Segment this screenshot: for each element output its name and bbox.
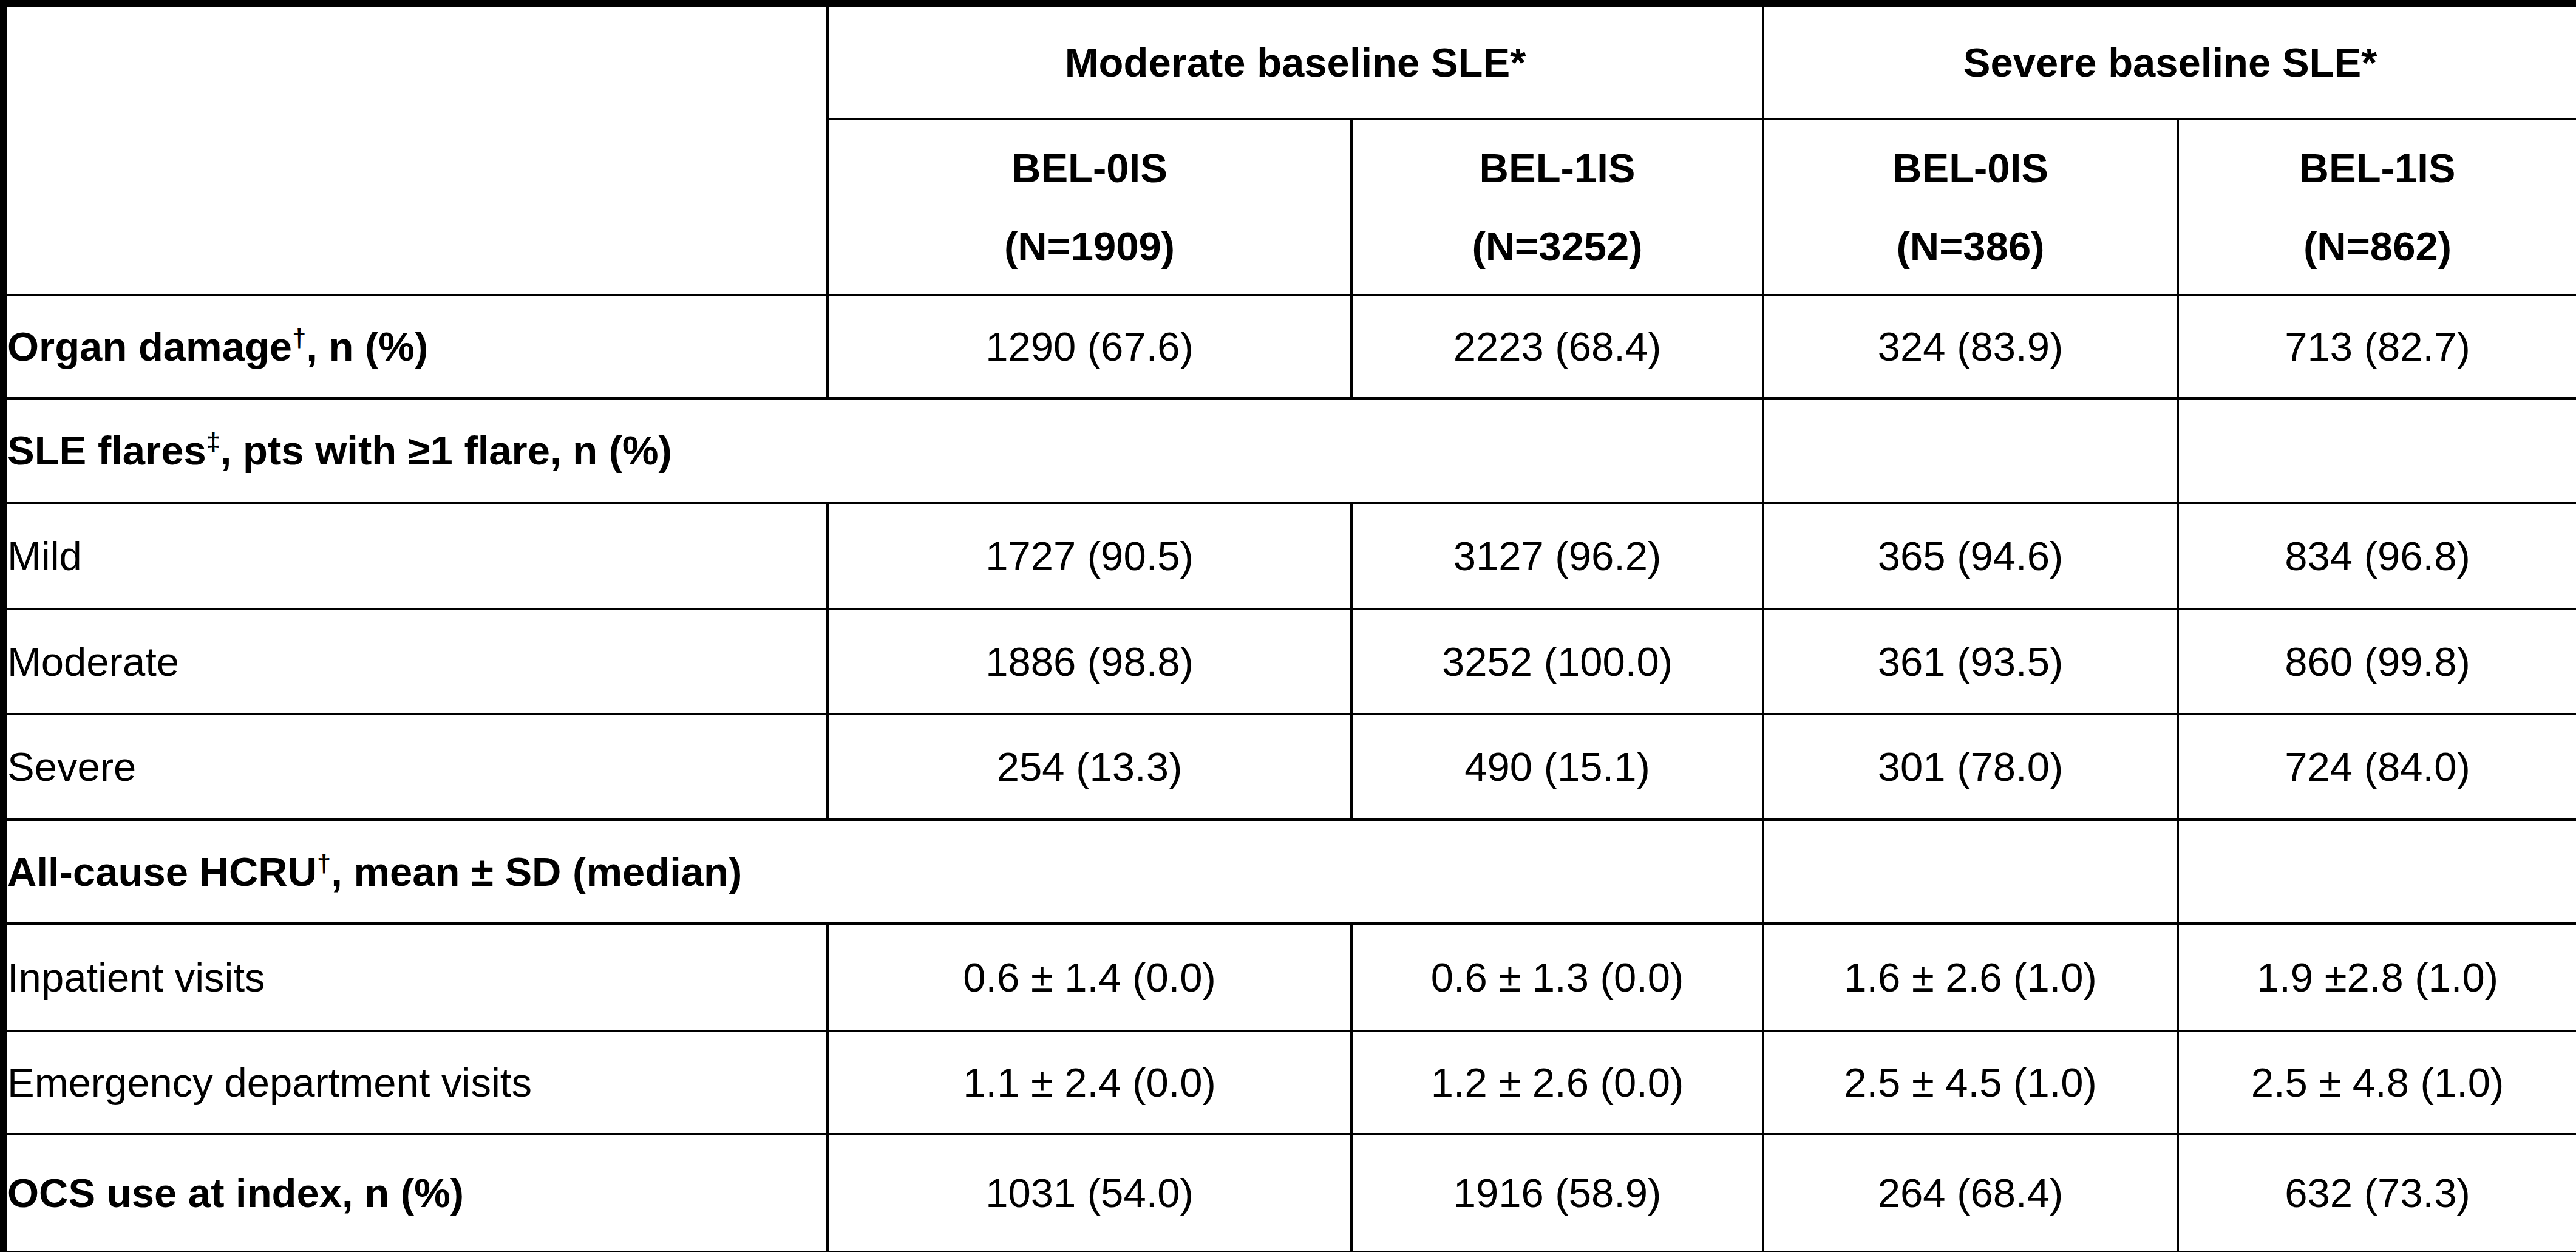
empty-cell	[2178, 820, 2576, 924]
column-header-name: BEL-1IS	[1480, 145, 1636, 191]
row-label-text: , pts with ≥1 flare, n (%)	[220, 427, 672, 473]
data-cell: 834 (96.8)	[2178, 503, 2576, 609]
data-cell: 1.2 ± 2.6 (0.0)	[1351, 1031, 1763, 1134]
row-label-moderate: Moderate	[4, 609, 828, 714]
table-row-ocs-use: OCS use at index, n (%) 1031 (54.0) 1916…	[4, 1134, 2576, 1252]
data-cell: 0.6 ± 1.4 (0.0)	[828, 924, 1351, 1031]
empty-cell	[1763, 820, 2178, 924]
data-cell: 365 (94.6)	[1763, 503, 2178, 609]
row-label-organ-damage: Organ damage†, n (%)	[4, 295, 828, 398]
baseline-sle-table: Moderate baseline SLE* Severe baseline S…	[0, 0, 2576, 1252]
data-cell: 1.1 ± 2.4 (0.0)	[828, 1031, 1351, 1134]
data-cell: 1.6 ± 2.6 (1.0)	[1763, 924, 2178, 1031]
column-header-n: (N=3252)	[1472, 223, 1642, 270]
data-cell: 3127 (96.2)	[1351, 503, 1763, 609]
data-cell: 2.5 ± 4.5 (1.0)	[1763, 1031, 2178, 1134]
data-cell: 264 (68.4)	[1763, 1134, 2178, 1252]
double-dagger-superscript: ‡	[206, 427, 220, 456]
column-header-name: BEL-0IS	[1892, 145, 2048, 191]
data-cell: 1727 (90.5)	[828, 503, 1351, 609]
study-table-page: Moderate baseline SLE* Severe baseline S…	[0, 0, 2576, 1252]
data-cell: 860 (99.8)	[2178, 609, 2576, 714]
row-label-emergency-visits: Emergency department visits	[4, 1031, 828, 1134]
data-cell: 1290 (67.6)	[828, 295, 1351, 398]
data-cell: 1031 (54.0)	[828, 1134, 1351, 1252]
row-label-mild: Mild	[4, 503, 828, 609]
column-header-name: BEL-0IS	[1011, 145, 1167, 191]
section-label-sle-flares: SLE flares‡, pts with ≥1 flare, n (%)	[4, 398, 1763, 503]
data-cell: 361 (93.5)	[1763, 609, 2178, 714]
data-cell: 254 (13.3)	[828, 714, 1351, 820]
row-label-text: All-cause HCRU	[7, 849, 317, 894]
group-header-moderate: Moderate baseline SLE*	[828, 4, 1763, 119]
row-label-ocs-use: OCS use at index, n (%)	[4, 1134, 828, 1252]
column-header-n: (N=1909)	[1004, 223, 1175, 270]
data-cell: 724 (84.0)	[2178, 714, 2576, 820]
dagger-superscript: †	[292, 324, 306, 352]
column-header-sev-bel1is: BEL-1IS (N=862)	[2178, 119, 2576, 295]
row-label-text: , n (%)	[306, 324, 428, 369]
data-cell: 0.6 ± 1.3 (0.0)	[1351, 924, 1763, 1031]
corner-empty-cell	[4, 4, 828, 295]
row-label-text: , mean ± SD (median)	[331, 849, 742, 894]
row-label-text: Organ damage	[7, 324, 292, 369]
data-cell: 632 (73.3)	[2178, 1134, 2576, 1252]
table-row-moderate: Moderate 1886 (98.8) 3252 (100.0) 361 (9…	[4, 609, 2576, 714]
column-header-n: (N=386)	[1897, 223, 2045, 270]
table-row-inpatient-visits: Inpatient visits 0.6 ± 1.4 (0.0) 0.6 ± 1…	[4, 924, 2576, 1031]
column-header-sev-bel0is: BEL-0IS (N=386)	[1763, 119, 2178, 295]
data-cell: 713 (82.7)	[2178, 295, 2576, 398]
table-row-severe: Severe 254 (13.3) 490 (15.1) 301 (78.0) …	[4, 714, 2576, 820]
empty-cell	[2178, 398, 2576, 503]
data-cell: 301 (78.0)	[1763, 714, 2178, 820]
section-row-sle-flares: SLE flares‡, pts with ≥1 flare, n (%)	[4, 398, 2576, 503]
empty-cell	[1763, 398, 2178, 503]
group-header-severe: Severe baseline SLE*	[1763, 4, 2576, 119]
table-row-mild: Mild 1727 (90.5) 3127 (96.2) 365 (94.6) …	[4, 503, 2576, 609]
section-label-hcru: All-cause HCRU†, mean ± SD (median)	[4, 820, 1763, 924]
dagger-superscript: †	[317, 849, 331, 877]
data-cell: 2.5 ± 4.8 (1.0)	[2178, 1031, 2576, 1134]
data-cell: 324 (83.9)	[1763, 295, 2178, 398]
row-label-inpatient-visits: Inpatient visits	[4, 924, 828, 1031]
row-label-severe: Severe	[4, 714, 828, 820]
column-header-mod-bel0is: BEL-0IS (N=1909)	[828, 119, 1351, 295]
section-row-hcru: All-cause HCRU†, mean ± SD (median)	[4, 820, 2576, 924]
column-header-mod-bel1is: BEL-1IS (N=3252)	[1351, 119, 1763, 295]
data-cell: 2223 (68.4)	[1351, 295, 1763, 398]
column-header-n: (N=862)	[2303, 223, 2452, 270]
data-cell: 490 (15.1)	[1351, 714, 1763, 820]
group-header-row: Moderate baseline SLE* Severe baseline S…	[4, 4, 2576, 119]
data-cell: 1.9 ±2.8 (1.0)	[2178, 924, 2576, 1031]
data-cell: 1886 (98.8)	[828, 609, 1351, 714]
table-row-emergency-visits: Emergency department visits 1.1 ± 2.4 (0…	[4, 1031, 2576, 1134]
data-cell: 3252 (100.0)	[1351, 609, 1763, 714]
table-row-organ-damage: Organ damage†, n (%) 1290 (67.6) 2223 (6…	[4, 295, 2576, 398]
column-header-name: BEL-1IS	[2300, 145, 2456, 191]
data-cell: 1916 (58.9)	[1351, 1134, 1763, 1252]
row-label-text: SLE flares	[7, 427, 206, 473]
